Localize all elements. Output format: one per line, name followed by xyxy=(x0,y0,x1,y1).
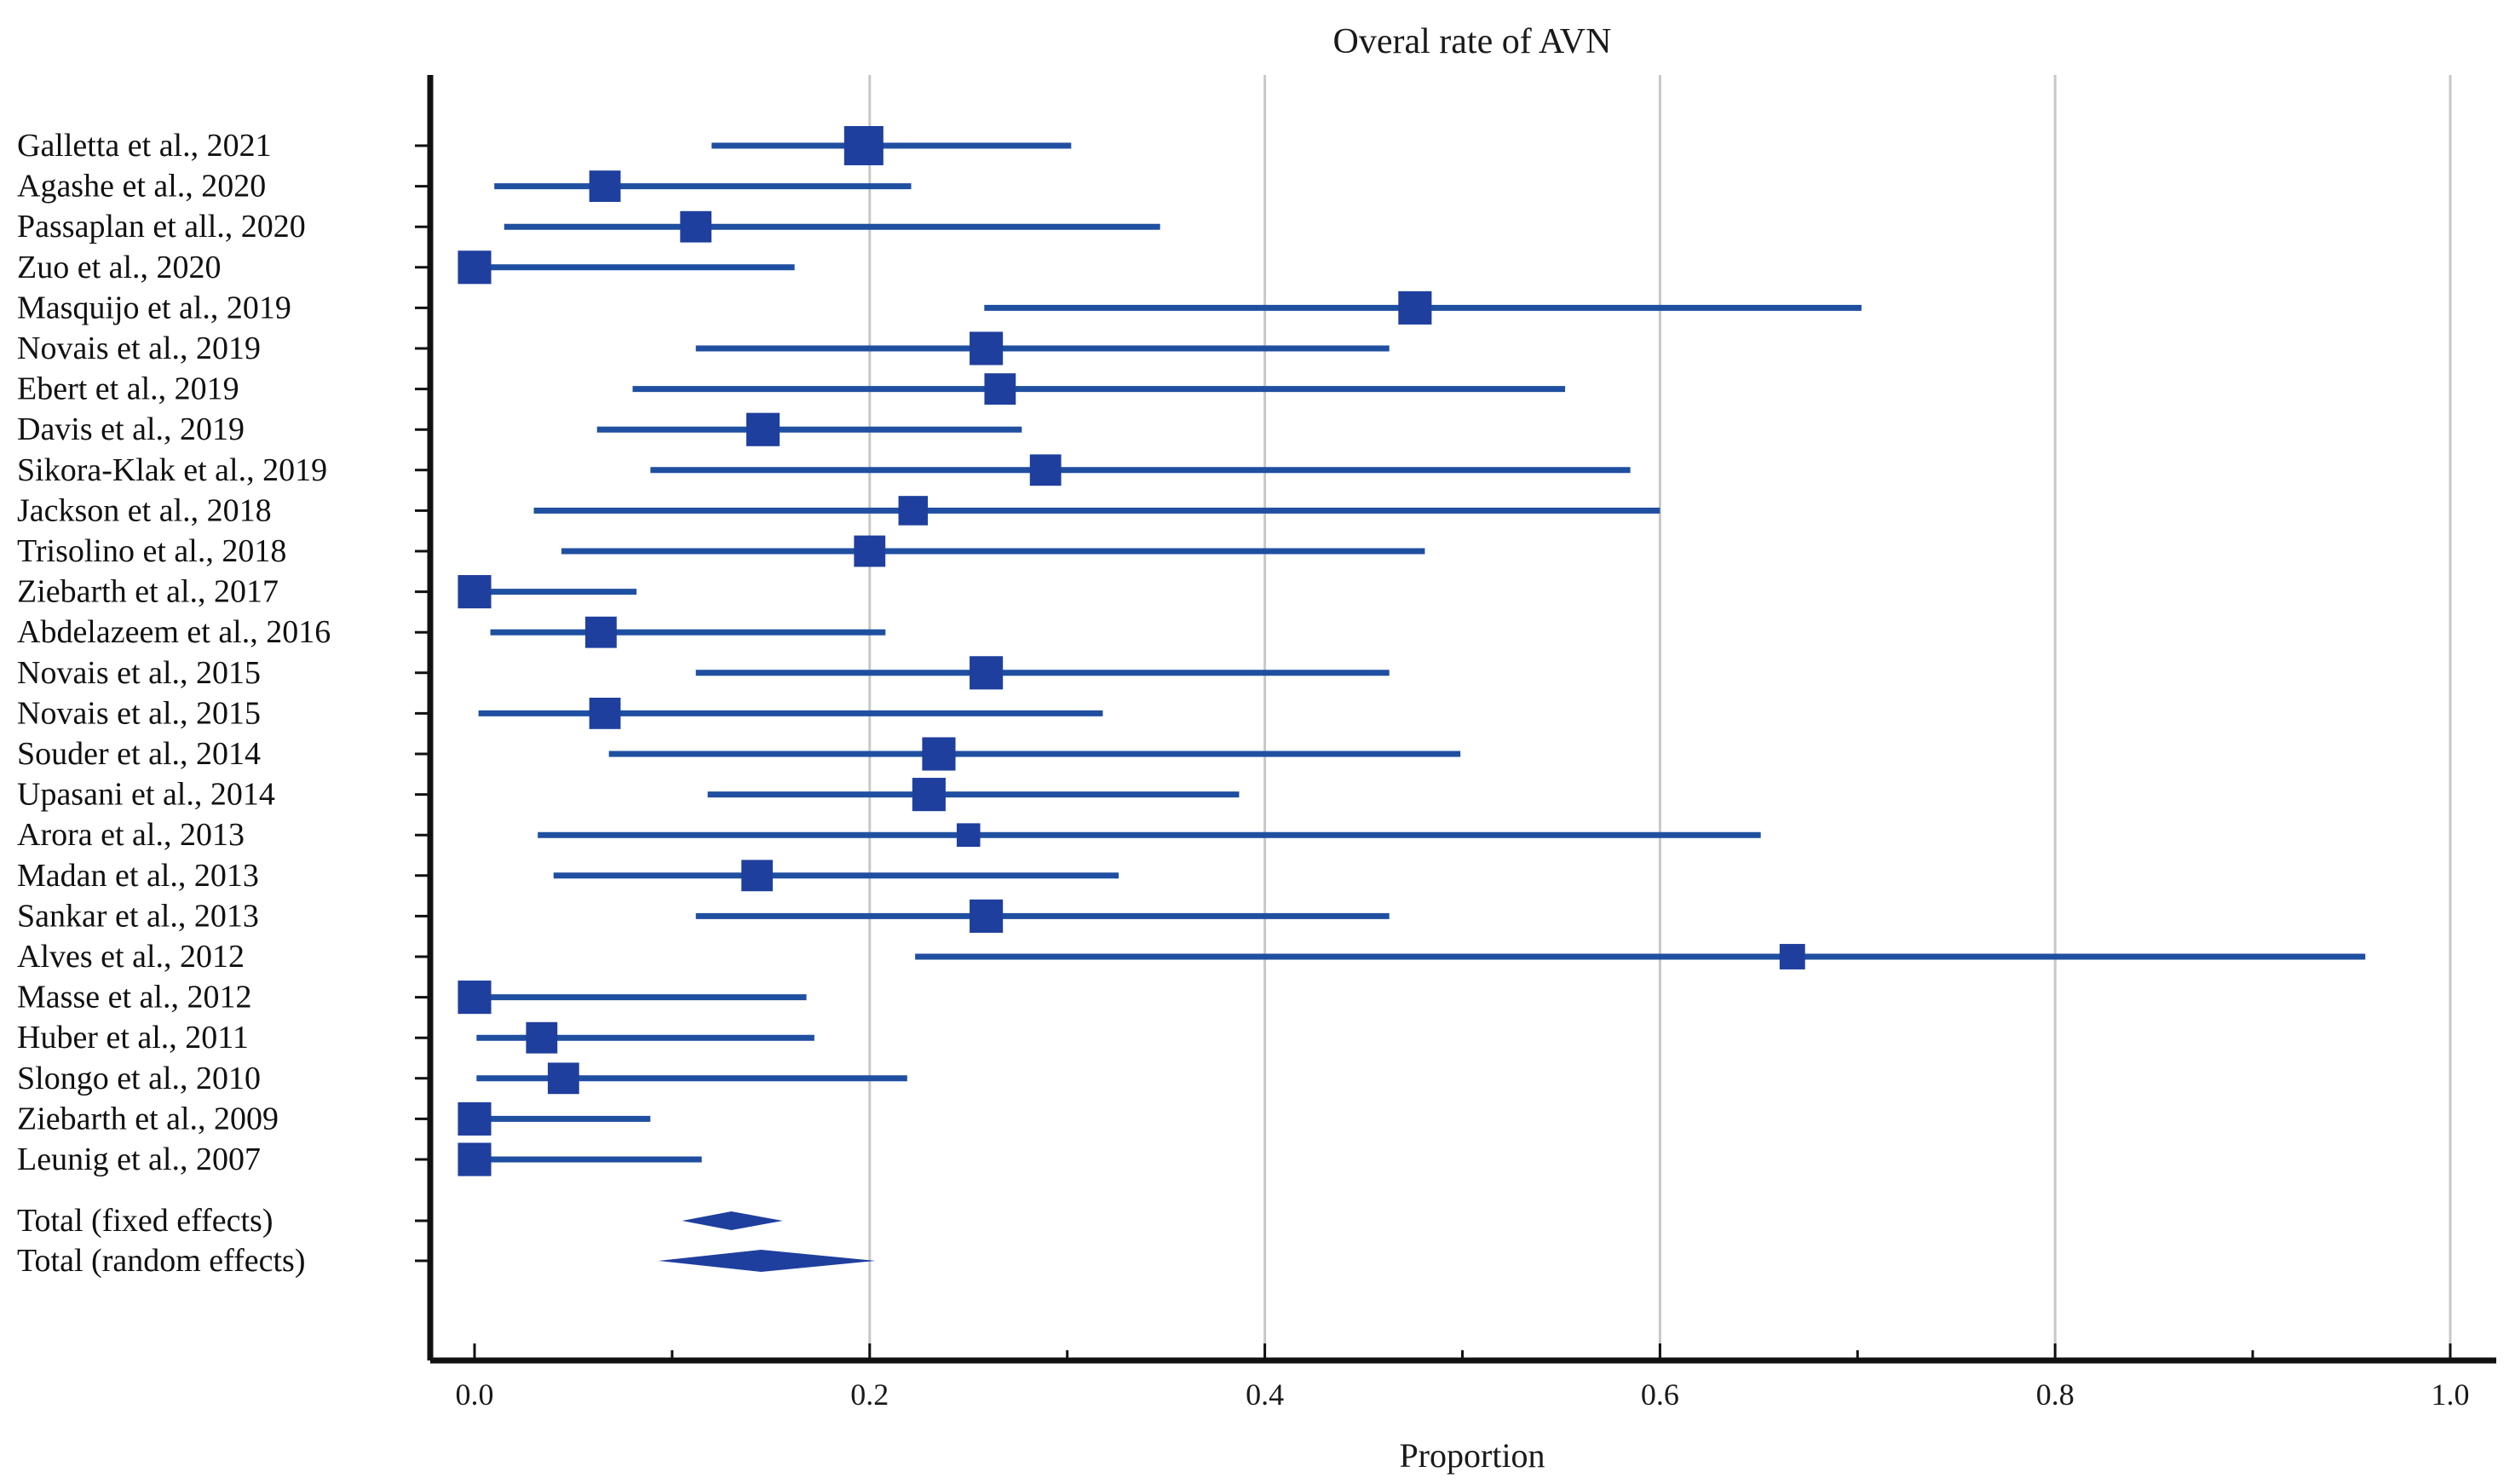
study-label: Sankar et al., 2013 xyxy=(17,898,259,934)
point-estimate xyxy=(680,210,712,243)
point-estimate xyxy=(1029,454,1062,486)
point-estimate xyxy=(741,860,774,892)
study-label: Passaplan et all., 2020 xyxy=(17,209,306,244)
study-label: Zuo et al., 2020 xyxy=(17,250,222,285)
x-tick-label: 0.8 xyxy=(2036,1378,2075,1412)
plot-marks xyxy=(458,126,2366,1272)
point-estimate xyxy=(547,1062,579,1095)
total-label: Total (fixed effects) xyxy=(17,1203,273,1239)
study-label: Sikora-Klak et al., 2019 xyxy=(17,452,327,488)
study-label: Ziebarth et al., 2009 xyxy=(17,1101,279,1136)
point-estimate xyxy=(585,616,617,648)
study-label: Ziebarth et al., 2017 xyxy=(17,574,279,610)
x-axis-title: Proportion xyxy=(1399,1436,1545,1475)
x-tick-label: 0.0 xyxy=(456,1378,494,1412)
point-estimate xyxy=(970,331,1004,365)
study-label: Alves et al., 2012 xyxy=(17,939,245,975)
x-tick-label: 0.2 xyxy=(850,1378,889,1412)
study-label: Upasani et al., 2014 xyxy=(17,777,275,813)
study-label: Jackson et al., 2018 xyxy=(17,492,272,528)
point-estimate xyxy=(898,496,929,526)
point-estimate xyxy=(589,170,621,202)
study-label: Huber et al., 2011 xyxy=(17,1020,249,1055)
study-label: Novais et al., 2015 xyxy=(17,695,261,731)
total-diamond xyxy=(682,1211,783,1230)
study-labels: Galletta et al., 2021 Agashe et al., 2020… xyxy=(17,128,331,1279)
study-label: Agashe et al., 2020 xyxy=(17,169,266,204)
study-label: Ebert et al., 2019 xyxy=(17,371,239,407)
study-label: Souder et al., 2014 xyxy=(17,736,261,772)
total-diamond xyxy=(658,1250,876,1272)
x-tick-label: 0.4 xyxy=(1246,1378,1284,1412)
study-label: Masquijo et al., 2019 xyxy=(17,290,291,325)
axes: 0.0 0.2 0.4 0.6 0.8 1.0 xyxy=(415,75,2496,1412)
point-estimate xyxy=(912,778,946,812)
point-estimate xyxy=(854,535,886,567)
point-estimate xyxy=(970,656,1004,690)
x-tick-label: 1.0 xyxy=(2432,1378,2470,1412)
total-label: Total (random effects) xyxy=(17,1243,306,1279)
study-label: Galletta et al., 2021 xyxy=(17,128,272,164)
point-estimate xyxy=(458,1101,492,1136)
point-estimate xyxy=(1398,290,1432,325)
point-estimate xyxy=(970,899,1004,933)
point-estimate xyxy=(922,737,956,771)
study-label: Novais et al., 2015 xyxy=(17,655,261,691)
study-label: Slongo et al., 2010 xyxy=(17,1061,261,1096)
point-estimate xyxy=(458,250,492,285)
study-label: Masse et al., 2012 xyxy=(17,980,251,1015)
study-label: Madan et al., 2013 xyxy=(17,858,259,894)
study-label: Abdelazeem et al., 2016 xyxy=(17,614,331,650)
point-estimate xyxy=(956,823,981,847)
x-tick-label: 0.6 xyxy=(1641,1378,1679,1412)
study-label: Arora et al., 2013 xyxy=(17,817,245,853)
point-estimate xyxy=(526,1021,558,1054)
point-estimate xyxy=(1779,944,1805,969)
study-label: Leunig et al., 2007 xyxy=(17,1142,261,1177)
point-estimate xyxy=(843,126,883,165)
grid-lines xyxy=(868,75,2452,1360)
point-estimate xyxy=(589,698,621,729)
study-label: Davis et al., 2019 xyxy=(17,411,245,447)
point-estimate xyxy=(458,981,492,1015)
point-estimate xyxy=(458,575,492,609)
chart-title: Overal rate of AVN xyxy=(1333,22,1612,61)
study-label: Trisolino et al., 2018 xyxy=(17,533,286,569)
point-estimate xyxy=(984,373,1016,405)
study-label: Novais et al., 2019 xyxy=(17,331,261,366)
point-estimate xyxy=(746,412,780,446)
point-estimate xyxy=(458,1142,492,1176)
